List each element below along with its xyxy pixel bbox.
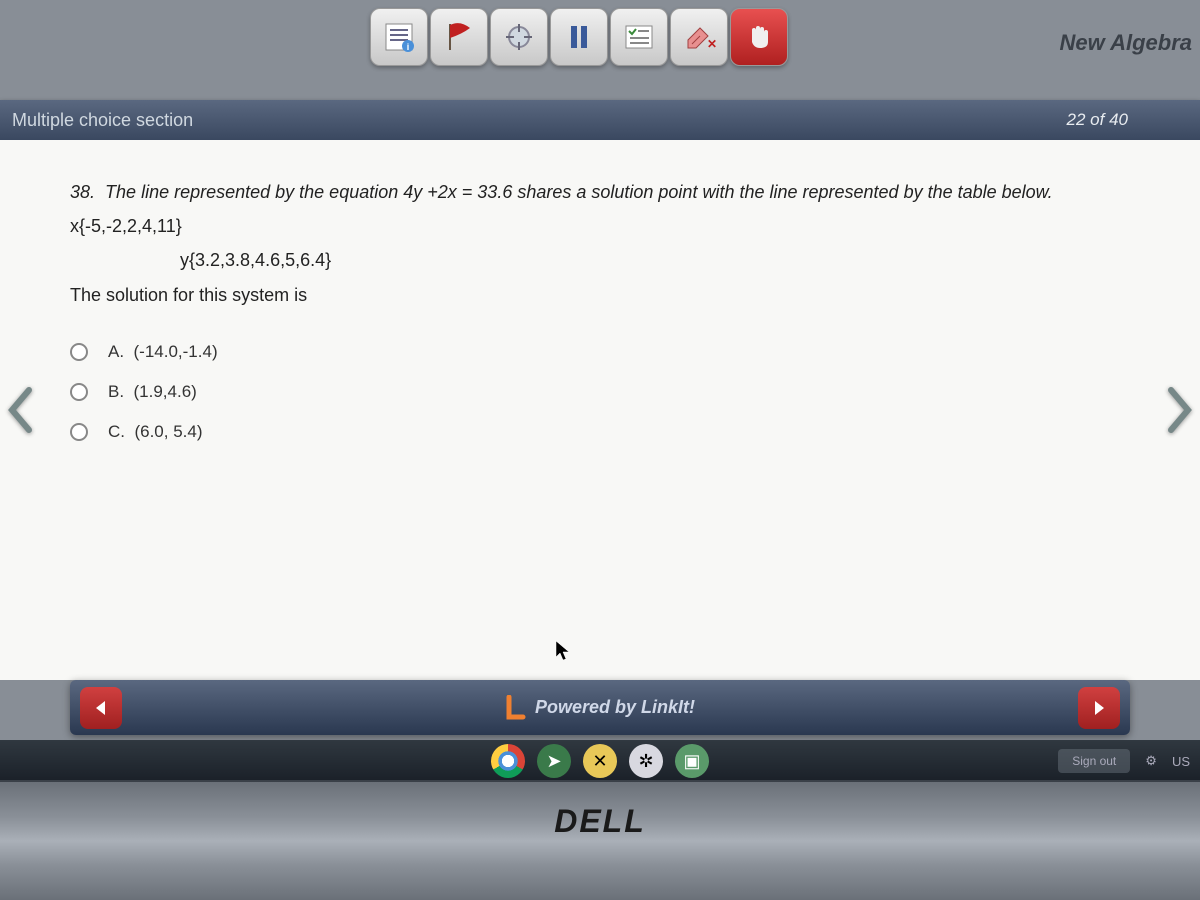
pause-icon[interactable] [550,8,608,66]
question-content: 38. The line represented by the equation… [0,140,1200,680]
app-icon-1[interactable]: ➤ [537,744,571,778]
dell-logo: DELL [554,803,646,840]
flag-icon[interactable] [430,8,488,66]
footer-next-button[interactable] [1078,687,1120,729]
toolbar: i ✕ [370,8,788,66]
cursor-icon [555,640,571,667]
linkit-logo-icon [505,695,527,721]
laptop-bezel: DELL [0,780,1200,900]
page-title: New Algebra [1060,30,1192,56]
eraser-icon[interactable]: ✕ [670,8,728,66]
radio-icon[interactable] [70,343,88,361]
option-c[interactable]: C. (6.0, 5.4) [70,412,1160,452]
os-taskbar: ➤ ✕ ✲ ▣ Sign out ⚙ US [0,740,1200,782]
question-data-y: y{3.2,3.8,4.6,5,6.4} [180,243,1160,277]
question-data-x: x{-5,-2,2,4,11} [70,209,1160,243]
question-instruction: The solution for this system is [70,278,1160,312]
section-header: Multiple choice section 22 of 40 [0,100,1200,140]
crosshair-icon[interactable] [490,8,548,66]
prev-question-button[interactable] [0,380,38,440]
radio-icon[interactable] [70,383,88,401]
chrome-icon[interactable] [491,744,525,778]
app-icon-3[interactable]: ✲ [629,744,663,778]
app-icon-2[interactable]: ✕ [583,744,617,778]
radio-icon[interactable] [70,423,88,441]
signout-button[interactable]: Sign out [1058,749,1130,773]
app-icon-4[interactable]: ▣ [675,744,709,778]
option-a[interactable]: A. (-14.0,-1.4) [70,332,1160,372]
svg-text:✕: ✕ [707,37,716,51]
checklist-icon[interactable] [610,8,668,66]
list-info-icon[interactable]: i [370,8,428,66]
section-label: Multiple choice section [12,110,193,131]
next-question-button[interactable] [1162,380,1200,440]
footer-bar: Powered by LinkIt! [70,680,1130,735]
svg-text:i: i [407,42,410,52]
hand-stop-icon[interactable] [730,8,788,66]
locale-indicator: US [1172,754,1190,769]
powered-by-label: Powered by LinkIt! [505,695,695,721]
option-b[interactable]: B. (1.9,4.6) [70,372,1160,412]
answer-options: A. (-14.0,-1.4) B. (1.9,4.6) C. (6.0, 5.… [70,332,1160,452]
question-prompt: 38. The line represented by the equation… [70,175,1160,209]
settings-icon[interactable]: ⚙ [1145,753,1157,769]
question-counter: 22 of 40 [1067,110,1128,130]
footer-prev-button[interactable] [80,687,122,729]
